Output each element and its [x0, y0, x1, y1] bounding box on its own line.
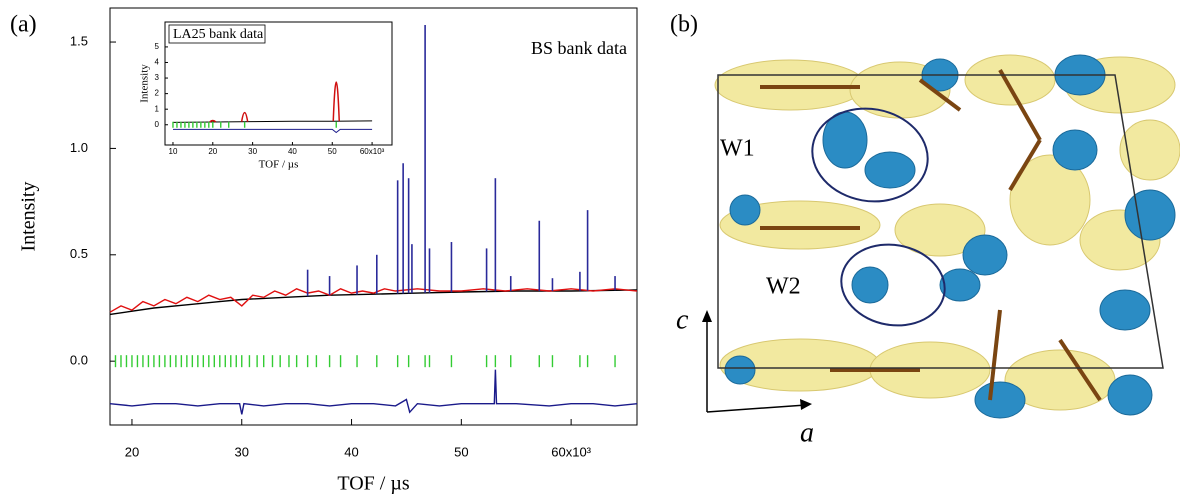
annotation: W1: [720, 136, 755, 162]
chart-title: BS bank data: [531, 38, 627, 58]
x-tick-label: 20: [208, 147, 217, 156]
x-tick-label: 60x10³: [360, 147, 385, 156]
figure: 0.00.51.01.52030405060x10³TOF / µsIntens…: [0, 0, 1180, 498]
y-tick-label: 4: [155, 58, 160, 67]
y-tick-label: 3: [155, 73, 160, 82]
panel-label: (b): [670, 12, 698, 38]
x-axis-label: TOF / µs: [259, 159, 299, 171]
y-tick-label: 0.0: [70, 353, 88, 368]
axis-label: c: [676, 304, 689, 335]
panel-label: (a): [10, 12, 37, 38]
x-tick-label: 50: [328, 147, 337, 156]
axis-label: a: [800, 417, 814, 448]
x-tick-label: 40: [344, 444, 358, 459]
y-tick-label: 0.5: [70, 246, 88, 261]
x-tick-label: 40: [288, 147, 297, 156]
annotation: W2: [766, 274, 801, 300]
y-axis-label: Intensity: [18, 182, 40, 252]
x-tick-label: 30: [248, 147, 257, 156]
y-tick-label: 1: [155, 104, 160, 113]
chart-title: LA25 bank data: [173, 27, 264, 42]
panel-b: (b) W1 W2 c a: [670, 12, 1180, 449]
x-axis-label: TOF / µs: [337, 473, 410, 495]
y-tick-label: 5: [155, 42, 160, 51]
x-tick-label: 20: [125, 444, 139, 459]
y-tick-label: 1.0: [70, 140, 88, 155]
y-tick-label: 1.5: [70, 33, 88, 48]
x-tick-label: 10: [169, 147, 178, 156]
x-tick-label: 30: [235, 444, 249, 459]
y-tick-label: 0: [155, 120, 160, 129]
x-tick-label: 50: [454, 444, 468, 459]
x-tick-label: 60x10³: [551, 444, 591, 459]
y-tick-label: 2: [155, 89, 160, 98]
c-arrowhead: [702, 310, 712, 322]
y-axis-label: Intensity: [139, 64, 151, 103]
